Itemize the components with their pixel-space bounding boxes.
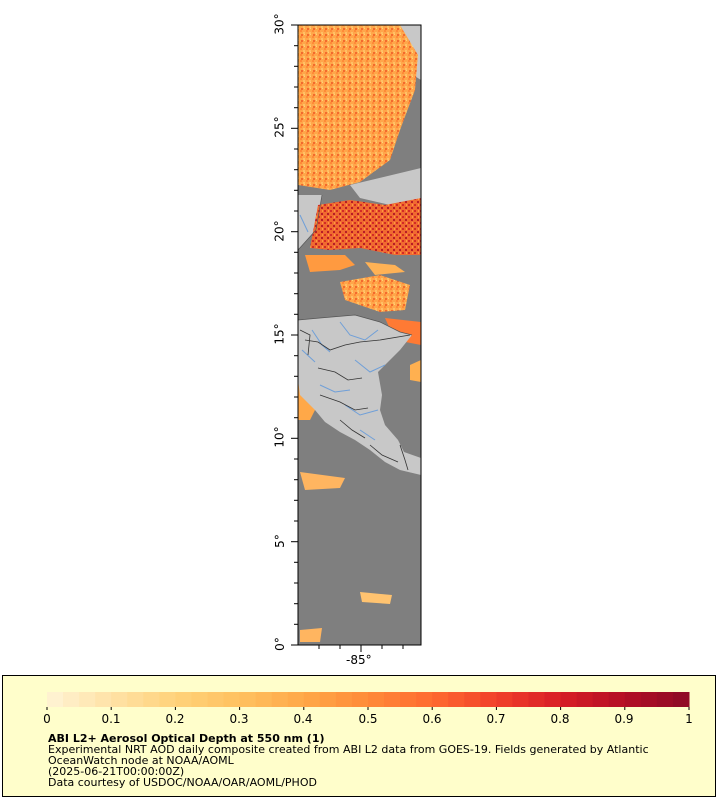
colorbar-cell bbox=[608, 692, 626, 707]
colorbar-tick-0: 0 bbox=[43, 712, 51, 726]
colorbar-cell bbox=[544, 692, 562, 707]
colorbar-cell bbox=[303, 692, 321, 707]
colorbar-tick-0.7: 0.7 bbox=[486, 712, 506, 726]
colorbar-cell bbox=[319, 692, 337, 707]
colorbar-cell bbox=[63, 692, 80, 707]
aod-plume-9 bbox=[410, 360, 421, 382]
lat-label-5: 5° bbox=[272, 534, 287, 548]
legend-date: (2025-06-21T00:00:00Z) bbox=[48, 765, 185, 778]
lat-label-10: 10° bbox=[272, 426, 287, 448]
aod-plume-3 bbox=[365, 262, 405, 275]
colorbar-cell bbox=[223, 692, 241, 707]
colorbar-cell bbox=[255, 692, 273, 707]
lat-label-0: 0° bbox=[272, 637, 287, 651]
land-central-america bbox=[298, 315, 421, 475]
aod-plume-6 bbox=[300, 472, 345, 490]
legend-credit: Data courtesy of USDOC/NOAA/OAR/AOML/PHO… bbox=[48, 776, 317, 789]
colorbar-cell bbox=[576, 692, 594, 707]
aod-gulf bbox=[298, 25, 418, 190]
colorbar-cell bbox=[368, 692, 385, 707]
colorbar-cell bbox=[47, 692, 64, 707]
colorbar-cell bbox=[207, 692, 225, 707]
aod-map[interactable] bbox=[0, 0, 720, 670]
lon-label-minus85: -85° bbox=[346, 653, 372, 667]
colorbar-tick-0.4: 0.4 bbox=[293, 712, 313, 726]
colorbar-tick-0.1: 0.1 bbox=[101, 712, 121, 726]
colorbar-cell bbox=[79, 692, 96, 707]
lat-minor-ticks bbox=[294, 45, 298, 625]
colorbar-cell bbox=[111, 692, 128, 707]
aod-plume-1 bbox=[305, 255, 355, 272]
legend-title: ABI L2+ Aerosol Optical Depth at 550 nm … bbox=[48, 732, 325, 745]
colorbar-cell bbox=[624, 692, 642, 707]
colorbar-cell bbox=[127, 692, 144, 707]
coastlines bbox=[298, 194, 413, 336]
lon-ticks bbox=[318, 645, 404, 652]
colorbar-cell bbox=[351, 692, 369, 707]
colorbar-tick-0.8: 0.8 bbox=[550, 712, 570, 726]
colorbar-cell bbox=[480, 692, 497, 707]
colorbar-cell bbox=[656, 692, 674, 707]
colorbar-tick-0.3: 0.3 bbox=[229, 712, 249, 726]
colorbar-cell bbox=[416, 692, 433, 707]
legend-description-line-1: Experimental NRT AOD daily composite cre… bbox=[48, 743, 649, 756]
aod-plume-4 bbox=[385, 318, 421, 345]
aod-plume-8 bbox=[300, 628, 322, 642]
lat-label-20: 20° bbox=[272, 220, 287, 242]
land-mexico bbox=[298, 195, 322, 250]
colorbar-cell bbox=[95, 692, 112, 707]
colorbar-cell bbox=[159, 692, 176, 707]
colorbar-tick-0.6: 0.6 bbox=[422, 712, 442, 726]
aod-plume-2 bbox=[340, 275, 410, 312]
colorbar-cell bbox=[271, 692, 289, 707]
colorbar-cell bbox=[640, 692, 658, 707]
colorbar-cell bbox=[400, 692, 417, 707]
colorbar-cell bbox=[560, 692, 578, 707]
lat-label-25: 25° bbox=[272, 116, 287, 138]
aod-caribbean-band bbox=[310, 198, 421, 255]
colorbar-cell bbox=[592, 692, 610, 707]
colorbar-cell bbox=[432, 692, 449, 707]
colorbar-cell bbox=[335, 692, 353, 707]
colorbar-cell bbox=[672, 692, 690, 707]
colorbar-cell bbox=[464, 692, 481, 707]
borders bbox=[299, 329, 411, 471]
lat-major-ticks bbox=[291, 24, 298, 646]
colorbar-cell bbox=[287, 692, 305, 707]
colorbar-cell bbox=[448, 692, 465, 707]
lat-label-15: 15° bbox=[272, 323, 287, 345]
land-yucatan bbox=[350, 168, 421, 205]
colorbar-cells bbox=[47, 692, 690, 707]
colorbar-tick-0.2: 0.2 bbox=[165, 712, 185, 726]
colorbar-ticks bbox=[46, 707, 690, 710]
colorbar-cell bbox=[143, 692, 160, 707]
colorbar bbox=[46, 692, 690, 710]
colorbar-cell bbox=[175, 692, 192, 707]
colorbar-cell bbox=[239, 692, 257, 707]
colorbar-tick-1: 1 bbox=[685, 712, 693, 726]
lat-label-30: 30° bbox=[272, 13, 287, 35]
colorbar-cell bbox=[496, 692, 513, 707]
colorbar-cell bbox=[512, 692, 529, 707]
legend-description-line-2: OceanWatch node at NOAA/AOML bbox=[48, 754, 234, 767]
colorbar-tick-0.9: 0.9 bbox=[614, 712, 634, 726]
colorbar-cell bbox=[528, 692, 546, 707]
colorbar-cell bbox=[191, 692, 208, 707]
colorbar-tick-0.5: 0.5 bbox=[358, 712, 378, 726]
map-area[interactable]: 0° 5° 10° 15° 20° 25° 30° -85° bbox=[0, 0, 720, 670]
colorbar-cell bbox=[384, 692, 401, 707]
aod-plume-7 bbox=[360, 592, 392, 604]
